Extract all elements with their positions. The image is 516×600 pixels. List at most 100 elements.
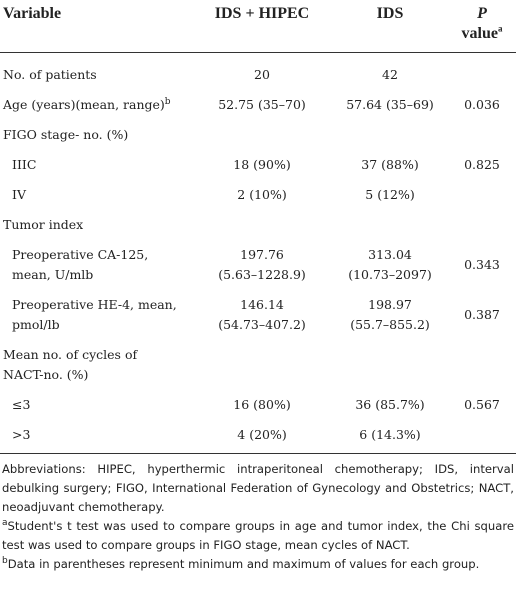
table-cell bbox=[192, 210, 332, 240]
header-text: P bbox=[477, 5, 487, 22]
cell-text: ≤3 bbox=[12, 397, 31, 412]
table-cell: 37 (88%) bbox=[332, 150, 448, 180]
cell-text: IIIC bbox=[12, 157, 37, 172]
row-label: >3 bbox=[0, 420, 192, 454]
table-cell bbox=[448, 53, 516, 91]
text-line: (10.73–2097) bbox=[348, 267, 432, 282]
table-row: Tumor index bbox=[0, 210, 516, 240]
table-cell: 18 (90%) bbox=[192, 150, 332, 180]
table-cell bbox=[448, 120, 516, 150]
cell-text: 4 (20%) bbox=[237, 427, 287, 442]
row-label: No. of patients bbox=[0, 53, 192, 91]
table-row: ≤3 16 (80%) 36 (85.7%) 0.567 bbox=[0, 390, 516, 420]
cell-text: 0.387 bbox=[464, 307, 500, 322]
table-cell: 0.567 bbox=[448, 390, 516, 420]
cell-text: 2 (10%) bbox=[237, 187, 287, 202]
table-cell bbox=[332, 210, 448, 240]
header-text: value bbox=[461, 25, 498, 42]
cell-text: 0.343 bbox=[464, 257, 500, 272]
cell-text: 57.64 (35–69) bbox=[346, 97, 434, 112]
footnotes: Abbreviations: HIPEC, hyperthermic intra… bbox=[0, 454, 516, 574]
text-line: NACT-no. (%) bbox=[3, 367, 89, 382]
cell-text: 0.567 bbox=[464, 397, 500, 412]
header-text: IDS bbox=[376, 5, 404, 22]
superscript: b bbox=[164, 96, 171, 107]
cell-text: 16 (80%) bbox=[233, 397, 291, 412]
header-cell: IDS + HIPEC bbox=[192, 0, 332, 53]
text-line: 197.76 bbox=[240, 247, 284, 262]
superscript: a bbox=[2, 518, 8, 529]
superscript: b bbox=[2, 556, 8, 567]
cell-text: 0.825 bbox=[464, 157, 500, 172]
table-cell bbox=[448, 210, 516, 240]
cell-text: Age (years)(mean, range) bbox=[3, 97, 165, 112]
table-row: IIIC 18 (90%) 37 (88%) 0.825 bbox=[0, 150, 516, 180]
table-cell: 198.97 (55.7–855.2) bbox=[332, 290, 448, 340]
table-row: IV 2 (10%) 5 (12%) bbox=[0, 180, 516, 210]
table-cell: 197.76 (5.63–1228.9) bbox=[192, 240, 332, 290]
row-label: Tumor index bbox=[0, 210, 192, 240]
table-cell: 0.825 bbox=[448, 150, 516, 180]
table-cell: 42 bbox=[332, 53, 448, 91]
table-cell bbox=[192, 120, 332, 150]
header-text: Variable bbox=[3, 5, 62, 22]
table-cell: 5 (12%) bbox=[332, 180, 448, 210]
row-label: IV bbox=[0, 180, 192, 210]
text-line: Preoperative CA-125, bbox=[12, 247, 149, 262]
superscript: a bbox=[497, 23, 503, 34]
row-label: Age (years)(mean, range)b bbox=[0, 90, 192, 120]
table-body: No. of patients 20 42 Age (years)(mean, ran… bbox=[0, 53, 516, 454]
table-cell bbox=[192, 340, 332, 390]
table-cell: 146.14 (54.73–407.2) bbox=[192, 290, 332, 340]
table-cell: 313.04 (10.73–2097) bbox=[332, 240, 448, 290]
cell-text: 52.75 (35–70) bbox=[218, 97, 306, 112]
text-line: Preoperative HE-4, mean, bbox=[12, 297, 177, 312]
cell-text: 18 (90%) bbox=[233, 157, 291, 172]
cell-text: 6 (14.3%) bbox=[359, 427, 421, 442]
text-line: (55.7–855.2) bbox=[350, 317, 430, 332]
table-cell bbox=[332, 120, 448, 150]
table-row: Preoperative HE-4, mean, pmol/lb 146.14 (54… bbox=[0, 290, 516, 340]
text-line: 146.14 bbox=[240, 297, 284, 312]
cell-text: Tumor index bbox=[3, 217, 84, 232]
footnote: aStudent's t test was used to compare gr… bbox=[2, 517, 514, 555]
header-text: IDS + HIPEC bbox=[214, 5, 310, 22]
cell-text: 20 bbox=[254, 67, 270, 82]
header-cell: Variable bbox=[0, 0, 192, 53]
cell-text: 37 (88%) bbox=[361, 157, 419, 172]
table-cell: 0.036 bbox=[448, 90, 516, 120]
table-row: Preoperative CA-125, mean, U/mlb 197.76 (5.… bbox=[0, 240, 516, 290]
table-row: FIGO stage- no. (%) bbox=[0, 120, 516, 150]
text-line: 198.97 bbox=[368, 297, 412, 312]
footnote: bData in parentheses represent minimum a… bbox=[2, 555, 514, 574]
row-label: Preoperative CA-125, mean, U/mlb bbox=[0, 240, 192, 290]
cell-text: 42 bbox=[382, 67, 398, 82]
row-label: IIIC bbox=[0, 150, 192, 180]
header-cell: IDS bbox=[332, 0, 448, 53]
cell-text: 0.036 bbox=[464, 97, 500, 112]
table-cell: 16 (80%) bbox=[192, 390, 332, 420]
text-line: (5.63–1228.9) bbox=[218, 267, 306, 282]
table-cell: 4 (20%) bbox=[192, 420, 332, 454]
text-line: mean, U/mlb bbox=[12, 267, 94, 282]
abbreviations: Abbreviations: HIPEC, hyperthermic intra… bbox=[2, 462, 514, 514]
table-cell bbox=[448, 340, 516, 390]
text-line: 313.04 bbox=[368, 247, 412, 262]
text-line: (54.73–407.2) bbox=[218, 317, 306, 332]
table-cell bbox=[448, 180, 516, 210]
table-row: >3 4 (20%) 6 (14.3%) bbox=[0, 420, 516, 454]
text-line: Mean no. of cycles of bbox=[3, 347, 138, 362]
table-cell: 6 (14.3%) bbox=[332, 420, 448, 454]
table-row: Age (years)(mean, range)b 52.75 (35–70) 57… bbox=[0, 90, 516, 120]
table-cell bbox=[448, 420, 516, 454]
table-cell bbox=[332, 340, 448, 390]
table-cell: 2 (10%) bbox=[192, 180, 332, 210]
row-label: ≤3 bbox=[0, 390, 192, 420]
table-cell: 52.75 (35–70) bbox=[192, 90, 332, 120]
footnote-text: Data in parentheses represent minimum an… bbox=[7, 557, 480, 571]
table-cell: 36 (85.7%) bbox=[332, 390, 448, 420]
